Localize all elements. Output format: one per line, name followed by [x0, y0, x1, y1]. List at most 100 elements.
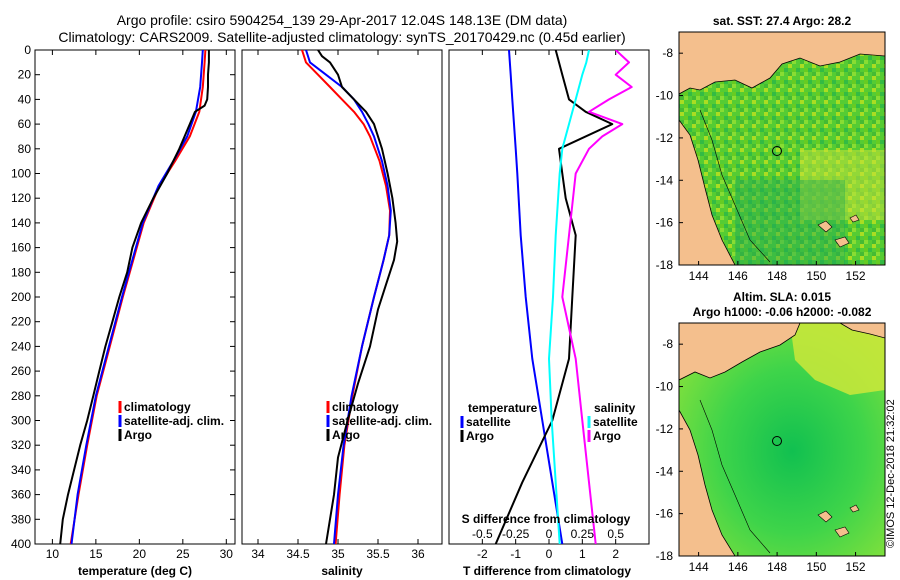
- series-line-t-argo: [494, 50, 614, 544]
- depth-tick-label: 20: [18, 68, 32, 82]
- map-x-tick-label: 150: [806, 269, 826, 283]
- difference-plot-frame: [448, 49, 650, 545]
- temperature-legend: climatology satellite-adj. clim. Argo: [118, 400, 224, 442]
- legend-s-argo-label: Argo: [593, 429, 621, 443]
- map-x-tick-label: 146: [728, 269, 748, 283]
- depth-tick-label: 340: [11, 463, 31, 477]
- difference-panel: -2 -1 0 1 2 -0.5 -0.25 0 0.25 0.5 temperature sa…: [448, 49, 650, 578]
- series-line-s-argo: [561, 50, 633, 544]
- salinity-x-axis: 34 34.5 35 35.5 36: [251, 50, 425, 561]
- depth-tick-label: 0: [24, 43, 31, 57]
- depth-tick-label: 80: [18, 142, 32, 156]
- legend-salinity-title: salinity: [594, 401, 636, 415]
- map-x-tick-label: 150: [806, 560, 826, 574]
- depth-tick-label: 140: [11, 216, 31, 230]
- x-tick-label: 34: [251, 547, 265, 561]
- map-x-tick-label: 144: [689, 560, 709, 574]
- s-tick-label: 0.25: [571, 527, 595, 541]
- sla-map-title-line-2: Argo h1000: -0.06 h2000: -0.082: [693, 305, 872, 319]
- sst-land-australia: [679, 119, 736, 265]
- sla-islands: [817, 504, 860, 538]
- x-tick-label: -1: [510, 547, 521, 561]
- s-tick-label: -0.5: [472, 527, 493, 541]
- s-tick-label: 0: [546, 527, 553, 541]
- temperature-panel: 0204060801001201401601802002202402602803…: [11, 43, 649, 578]
- map-y-tick-label: -8: [662, 337, 673, 351]
- salinity-lines: [301, 50, 399, 544]
- x-tick-label: 0: [546, 547, 553, 561]
- legend-t-argo-label: Argo: [466, 429, 494, 443]
- sst-map-title: sat. SST: 27.4 Argo: 28.2: [713, 14, 852, 28]
- depth-tick-label: 180: [11, 265, 31, 279]
- series-line-satellite-adj-clim-: [70, 50, 204, 544]
- depth-tick-label: 320: [11, 438, 31, 452]
- salinity-legend: climatology satellite-adj. clim. Argo: [326, 400, 432, 442]
- temperature-x-label: temperature (deg C): [78, 564, 192, 578]
- map-y-tick-label: -10: [656, 380, 674, 394]
- x-tick-label: 34.5: [286, 547, 310, 561]
- sla-land-australia: [679, 409, 736, 556]
- depth-tick-label: 300: [11, 414, 31, 428]
- temperature-lines: [59, 50, 210, 544]
- sla-argo-location: [772, 436, 782, 446]
- series-line-argo: [59, 50, 210, 544]
- temperature-plot-frame: [34, 49, 236, 545]
- legend-climatology-label: climatology: [332, 400, 399, 414]
- difference-lines: [494, 50, 633, 544]
- depth-tick-label: 200: [11, 290, 31, 304]
- s-difference-label: S difference from climatology: [462, 512, 631, 526]
- legend-t-satellite-label: satellite: [466, 415, 511, 429]
- s-tick-label: 0.5: [607, 527, 624, 541]
- x-tick-label: 35.5: [366, 547, 390, 561]
- title-line-1: Argo profile: csiro 5904254_139 29-Apr-2…: [117, 12, 568, 28]
- legend-satellite-label: satellite-adj. clim.: [124, 414, 224, 428]
- legend-climatology-label: climatology: [124, 400, 191, 414]
- sst-map-axes: 144 146 148 150 152 -8 -10 -12 -14 -16 -18: [656, 46, 866, 283]
- map-y-tick-label: -16: [656, 216, 674, 230]
- x-tick-label: 30: [220, 547, 234, 561]
- sst-map: sat. SST: 27.4 Argo: 28.2 144 146 148 150 15…: [656, 14, 886, 283]
- depth-tick-label: 360: [11, 488, 31, 502]
- series-line-argo: [317, 50, 399, 544]
- salinity-difference-axis: -0.5 -0.25 0 0.25 0.5: [472, 527, 624, 541]
- depth-tick-label: 220: [11, 315, 31, 329]
- map-x-tick-label: 148: [767, 269, 787, 283]
- imos-watermark: ©IMOS 12-Dec-2018 21:32:02: [885, 399, 897, 548]
- legend-argo-label: Argo: [332, 428, 360, 442]
- map-y-tick-label: -10: [656, 89, 674, 103]
- depth-tick-label: 60: [18, 117, 32, 131]
- sla-land-new-guinea: [679, 323, 801, 381]
- map-y-tick-label: -12: [656, 131, 674, 145]
- x-tick-label: -2: [477, 547, 488, 561]
- x-tick-label: 1: [579, 547, 586, 561]
- map-y-tick-label: -18: [656, 549, 674, 563]
- x-tick-label: 20: [133, 547, 147, 561]
- map-y-tick-label: -12: [656, 422, 674, 436]
- map-y-tick-label: -18: [656, 258, 674, 272]
- x-tick-label: 35: [331, 547, 345, 561]
- difference-x-label: T difference from climatology: [463, 564, 631, 578]
- legend-temperature-title: temperature: [468, 401, 538, 415]
- series-line-t-satellite: [508, 50, 564, 544]
- depth-tick-label: 240: [11, 339, 31, 353]
- depth-tick-label: 280: [11, 389, 31, 403]
- x-tick-label: 15: [89, 547, 103, 561]
- series-line-s-satellite: [548, 50, 590, 544]
- map-y-tick-label: -16: [656, 507, 674, 521]
- map-y-tick-label: -14: [656, 464, 674, 478]
- x-tick-label: 10: [46, 547, 60, 561]
- x-tick-label: 36: [411, 547, 425, 561]
- sst-land-new-guinea: [679, 32, 885, 95]
- difference-legend: temperature satellite Argo salinity sate…: [460, 401, 638, 443]
- sla-map: Altim. SLA: 0.015 Argo h1000: -0.06 h200…: [656, 290, 886, 574]
- depth-tick-label: 120: [11, 191, 31, 205]
- sla-map-frame: [678, 322, 886, 557]
- title-line-2: Climatology: CARS2009. Satellite-adjuste…: [58, 29, 625, 45]
- sst-argo-location: [772, 146, 782, 156]
- sla-land-north-east: [839, 323, 885, 339]
- map-x-tick-label: 144: [689, 269, 709, 283]
- map-x-tick-label: 148: [767, 560, 787, 574]
- depth-tick-label: 40: [18, 92, 32, 106]
- map-y-tick-label: -14: [656, 173, 674, 187]
- depth-tick-label: 400: [11, 537, 31, 551]
